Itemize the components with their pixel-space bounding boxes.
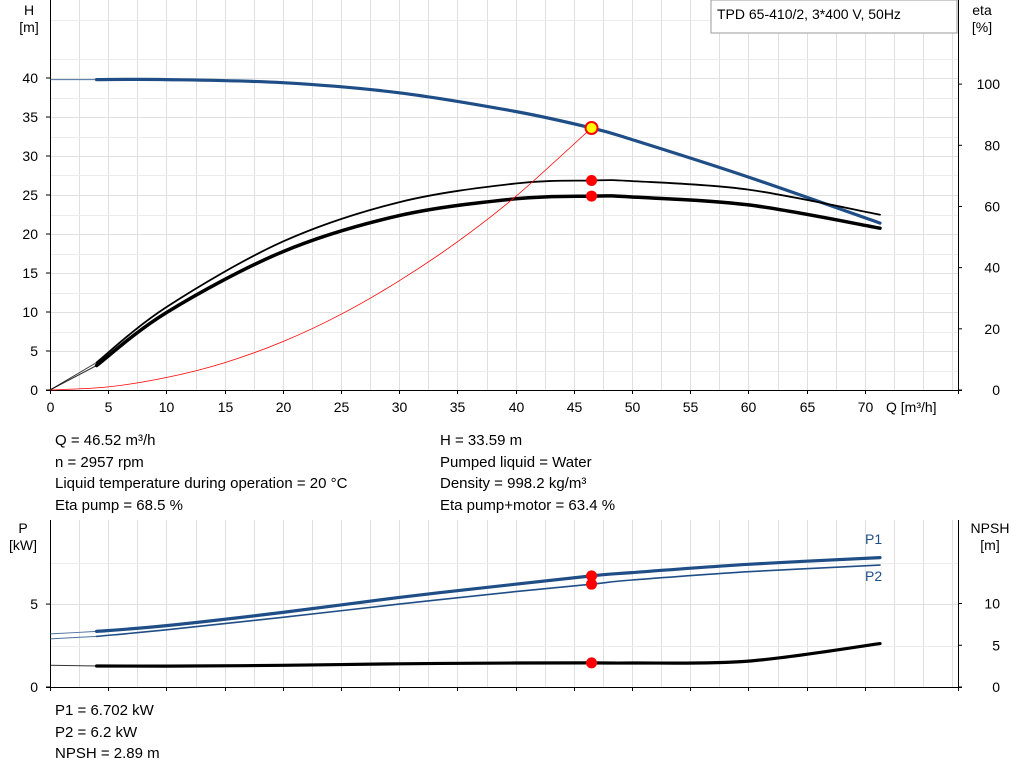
x-tick-label: 45 <box>567 399 583 415</box>
p2-value: P2 = 6.2 kW <box>55 723 138 741</box>
y-tick-label: 40 <box>22 70 38 86</box>
y-tick-label: 5 <box>30 596 38 612</box>
y2-tick-label: 80 <box>984 137 1000 153</box>
p1-curve-label: P1 <box>865 531 882 547</box>
density-value: Density = 998.2 kg/m³ <box>440 475 587 492</box>
y2-tick-label: 60 <box>984 198 1000 214</box>
y2-tick-label: 0 <box>992 679 1000 695</box>
head-axis-label: H [m] <box>19 2 38 35</box>
x-tick-label: 20 <box>276 399 292 415</box>
eta-pump-motor-point <box>586 190 598 202</box>
duty-point <box>584 120 599 135</box>
y-tick-label: 20 <box>22 226 38 242</box>
curve-eta_pump_motor <box>94 194 882 368</box>
y-tick-label: 0 <box>30 382 38 398</box>
npsh-value: NPSH = 2.89 m <box>55 745 160 762</box>
flow-axis-label: Q [m³/h] <box>886 399 937 415</box>
curve-system_curve <box>49 127 592 391</box>
title-box <box>710 0 958 34</box>
curve-extension-NPSH <box>49 664 97 667</box>
y2-tick-label: 100 <box>977 76 1001 92</box>
top-plot-curves <box>49 77 882 391</box>
y-tick-label: 5 <box>30 343 38 359</box>
y-tick-label: 35 <box>22 109 38 125</box>
eta-axis-label: eta [%] <box>972 2 992 35</box>
npsh-axis-label: NPSH [m] <box>971 520 1010 553</box>
curve-NPSH <box>95 642 882 668</box>
x-tick-label: 10 <box>159 399 175 415</box>
p1-value: P1 = 6.702 kW <box>55 702 154 719</box>
x-tick-label: 35 <box>450 399 466 415</box>
eta-pump-value: Eta pump = 68.5 % <box>55 496 183 514</box>
y2-tick-label: 5 <box>992 637 1000 653</box>
y2-tick-label: 0 <box>992 382 1000 398</box>
y2-tick-label: 20 <box>984 321 1000 337</box>
x-tick-label: 50 <box>625 399 641 415</box>
chart-title: TPD 65-410/2, 3*400 V, 50Hz <box>717 6 901 22</box>
head-value: H = 33.59 m <box>440 432 523 449</box>
x-tick-label: 65 <box>800 399 816 415</box>
p2-curve-label: P2 <box>865 568 882 584</box>
axis-tick-labels: 0 5 10 15 20 25 30 35 40 45 50 55 60 65 70051015202530… <box>22 70 1000 695</box>
y-tick-label: 0 <box>30 679 38 695</box>
curve-head <box>95 77 882 225</box>
x-tick-label: 60 <box>741 399 757 415</box>
bottom-plot-grid <box>46 520 962 691</box>
pumped-liquid-value: Pumped liquid = Water <box>440 453 592 471</box>
y-tick-label: 30 <box>22 148 38 164</box>
bottom-plot-curves <box>49 556 882 669</box>
power-axis-label: P [kW] <box>9 520 37 553</box>
liquid-temperature-value: Liquid temperature during operation = 20… <box>55 475 348 492</box>
y-tick-label: 25 <box>22 187 38 203</box>
curve-P1 <box>95 556 882 633</box>
flow-value: Q = 46.52 m³/h <box>55 432 156 449</box>
y2-tick-label: 10 <box>984 596 1000 612</box>
y2-tick-label: 40 <box>984 260 1000 276</box>
curve-extension-P1 <box>49 630 97 635</box>
x-tick-label: 55 <box>683 399 699 415</box>
curve-eta_pump <box>95 179 881 364</box>
speed-value: n = 2957 rpm <box>55 453 144 471</box>
eta-pump-point <box>586 174 598 186</box>
operating-info-left: Q = 46.52 m³/h n = 2957 rpm Liquid tempe… <box>55 430 347 516</box>
x-tick-label: 30 <box>392 399 408 415</box>
p1-point <box>586 570 598 582</box>
y-tick-label: 10 <box>22 304 38 320</box>
x-tick-label: 70 <box>858 399 874 415</box>
npsh-point <box>586 657 598 669</box>
curve-extension-eta_pump_motor <box>49 365 97 391</box>
x-tick-label: 40 <box>509 399 525 415</box>
power-info: P1 = 6.702 kW P2 = 6.2 kW NPSH = 2.89 m <box>55 700 160 765</box>
x-tick-label: 15 <box>218 399 234 415</box>
eta-pump-motor-value: Eta pump+motor = 63.4 % <box>440 496 616 514</box>
top-plot-grid <box>46 0 962 394</box>
y-tick-label: 15 <box>22 265 38 281</box>
x-tick-label: 0 <box>47 399 55 415</box>
operating-info-right: H = 33.59 m Pumped liquid = Water Densit… <box>440 430 615 516</box>
p2-point <box>586 578 598 590</box>
curve-P2 <box>95 564 881 638</box>
x-tick-label: 5 <box>105 399 113 415</box>
x-tick-label: 25 <box>334 399 350 415</box>
curve-extension-P2 <box>49 635 97 640</box>
